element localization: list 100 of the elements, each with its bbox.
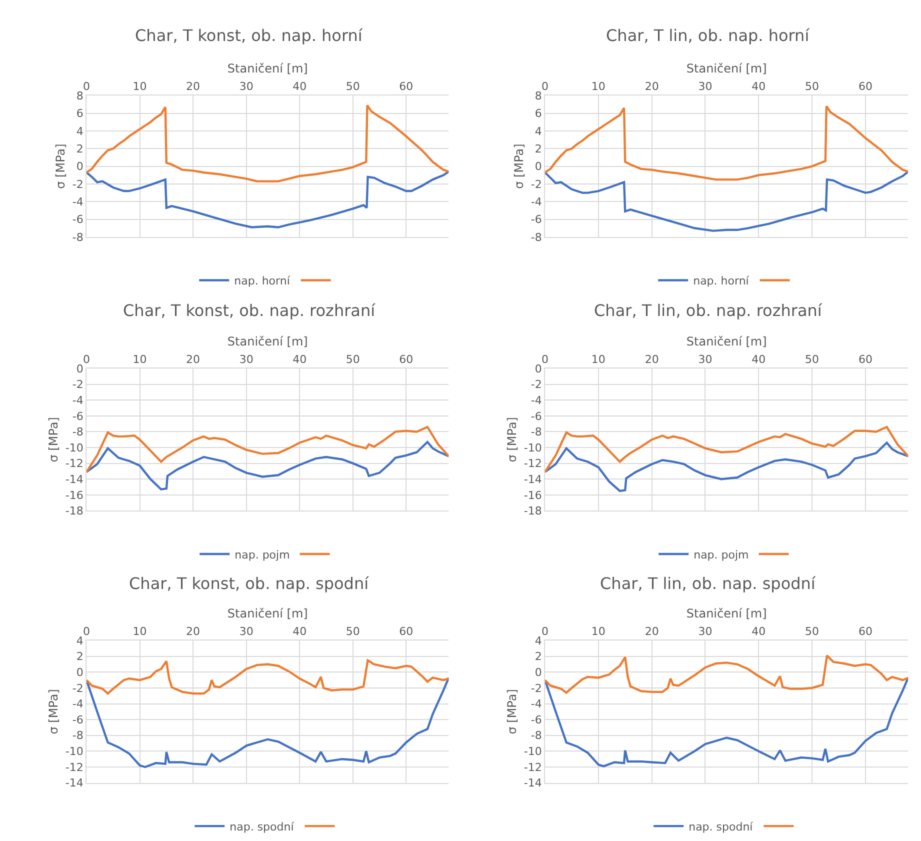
line-series <box>545 676 908 768</box>
y-tick-label: 0 <box>76 160 84 174</box>
y-tick-label: -6 <box>530 713 542 726</box>
y-tick-label: -18 <box>524 504 542 518</box>
chart-title: Char, T konst, ob. nap. spodní <box>129 574 370 593</box>
y-tick-label: -16 <box>65 488 84 502</box>
x-tick-label: 30 <box>239 625 254 638</box>
line-series <box>545 442 908 492</box>
y-tick-label: 6 <box>534 107 542 120</box>
chart-title: Char, T lin, ob. nap. horní <box>606 26 810 45</box>
chart-title: Char, T konst, ob. nap. horní <box>135 26 363 45</box>
line-series <box>86 440 449 490</box>
chart-title: Char, T lin, ob. nap. spodní <box>600 574 816 593</box>
x-tick-label: 40 <box>752 353 766 366</box>
y-tick-label: 0 <box>76 362 84 376</box>
y-tick-label: -8 <box>72 230 84 244</box>
line-series <box>545 170 908 232</box>
x-tick-label: 50 <box>346 625 360 638</box>
y-tick-label: 0 <box>76 666 84 680</box>
x-axis-title: Staničení [m] <box>686 606 767 620</box>
y-tick-label: -10 <box>524 745 542 758</box>
x-tick-label: 10 <box>591 80 606 94</box>
x-tick-label: 10 <box>591 353 606 366</box>
y-tick-label: 2 <box>534 142 542 156</box>
x-tick-label: 20 <box>186 353 200 366</box>
y-tick-label: -12 <box>524 760 542 774</box>
x-tick-label: 40 <box>292 80 307 94</box>
x-axis-title: Staničení [m] <box>686 62 767 76</box>
y-tick-label: -16 <box>524 488 542 502</box>
chart-title: Char, T lin, ob. nap. rozhraní <box>594 301 822 320</box>
y-tick-label: -4 <box>530 195 542 208</box>
y-tick-label: 0 <box>534 666 542 680</box>
y-tick-label: -14 <box>524 776 542 790</box>
y-tick-label: -4 <box>72 195 84 208</box>
x-tick-label: 10 <box>132 625 147 638</box>
x-tick-label: 10 <box>132 80 147 94</box>
y-tick-label: 8 <box>76 89 84 102</box>
y-tick-label: 2 <box>534 650 542 664</box>
y-tick-label: -12 <box>65 760 84 774</box>
y-tick-label: -2 <box>72 682 84 695</box>
y-axis-title: σ [MPa] <box>46 417 61 462</box>
x-tick-label: 30 <box>698 353 712 366</box>
x-tick-label: 20 <box>186 625 200 638</box>
y-tick-label: -10 <box>65 441 84 454</box>
x-tick-label: 50 <box>805 353 820 366</box>
x-tick-label: 50 <box>346 353 360 366</box>
y-tick-label: -4 <box>530 698 542 711</box>
y-tick-label: -6 <box>72 713 84 726</box>
chart-title: Char, T konst, ob. nap. rozhraní <box>123 301 376 320</box>
y-tick-label: -12 <box>524 457 542 470</box>
x-tick-label: 60 <box>399 353 414 366</box>
x-tick-label: 10 <box>591 625 606 638</box>
y-tick-label: 4 <box>534 634 542 648</box>
x-axis-title: Staničení [m] <box>227 334 308 348</box>
y-axis-title: σ [MPa] <box>46 689 61 734</box>
y-axis-title: σ [MPa] <box>505 417 520 462</box>
y-tick-label: -8 <box>530 230 542 244</box>
y-axis-title: σ [MPa] <box>505 689 520 734</box>
line-series <box>86 426 449 474</box>
legend-label: nap. pojm <box>694 548 749 562</box>
x-tick-label: 20 <box>186 80 200 94</box>
y-tick-label: -8 <box>72 426 84 439</box>
y-tick-label: 4 <box>76 634 84 648</box>
legend-label: nap. horní <box>693 274 750 288</box>
x-tick-label: 60 <box>858 353 872 366</box>
y-axis-title: σ [MPa] <box>512 144 526 189</box>
x-tick-label: 60 <box>858 625 872 638</box>
x-tick-label: 20 <box>644 353 659 366</box>
y-tick-label: -2 <box>530 378 542 392</box>
x-tick-label: 40 <box>292 625 307 638</box>
y-tick-label: -4 <box>72 394 84 407</box>
line-series <box>545 105 908 181</box>
y-tick-label: -8 <box>72 729 84 742</box>
y-tick-label: -12 <box>65 457 84 470</box>
x-tick-label: 20 <box>644 625 659 638</box>
x-tick-label: 60 <box>858 80 872 94</box>
y-tick-label: -10 <box>65 745 84 758</box>
y-tick-label: 6 <box>76 107 84 120</box>
line-series <box>86 659 449 695</box>
x-tick-label: 60 <box>399 625 414 638</box>
y-tick-label: -4 <box>72 698 84 711</box>
y-tick-label: -2 <box>72 178 84 191</box>
y-tick-label: 0 <box>534 362 542 376</box>
y-tick-label: -6 <box>530 213 542 226</box>
y-tick-label: -6 <box>72 213 84 226</box>
y-tick-label: 2 <box>76 142 84 156</box>
y-tick-label: -6 <box>530 410 542 423</box>
x-tick-label: 30 <box>239 80 254 94</box>
y-tick-label: -2 <box>530 682 542 695</box>
y-tick-label: 2 <box>76 650 84 664</box>
y-tick-label: -4 <box>530 394 542 407</box>
line-series <box>545 654 908 694</box>
legend-label: nap. pojm <box>234 548 290 562</box>
x-tick-label: 60 <box>399 80 414 94</box>
x-tick-label: 50 <box>805 80 820 94</box>
y-axis-title: σ [MPa] <box>54 144 68 189</box>
line-series <box>545 426 908 474</box>
legend-label: nap. horní <box>234 274 291 288</box>
x-axis-title: Staničení [m] <box>686 334 767 348</box>
y-tick-label: -14 <box>65 472 84 486</box>
